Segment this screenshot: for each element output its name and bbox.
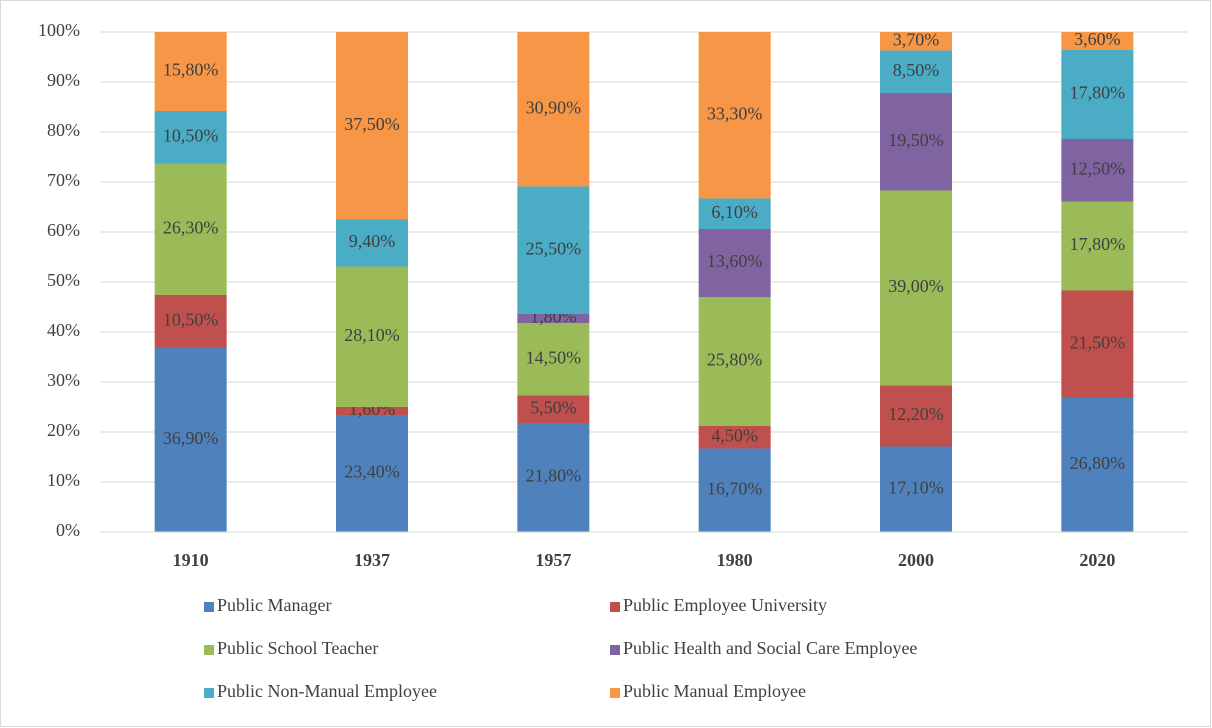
data-label: 39,00%: [888, 276, 944, 296]
data-label: 30,90%: [526, 97, 582, 117]
legend-swatch: [204, 688, 214, 698]
bar-segment: [880, 385, 952, 447]
x-tick-label: 2020: [1079, 550, 1115, 570]
bar-segment: [517, 423, 590, 532]
data-label: 37,50%: [344, 114, 400, 134]
data-label: 26,30%: [163, 217, 219, 237]
data-label: 19,50%: [888, 130, 944, 150]
data-label: 4,50%: [711, 425, 758, 445]
bar-segment: [336, 266, 408, 407]
bar-segment: [154, 111, 227, 164]
bar-segment: [698, 426, 771, 449]
data-label: 17,80%: [1070, 234, 1126, 254]
bar-segment: [336, 415, 408, 532]
legend-label: Public Employee University: [623, 595, 827, 615]
bar-segment: [880, 50, 952, 93]
data-label: 36,90%: [163, 428, 219, 448]
legend-label: Public School Teacher: [217, 638, 378, 658]
data-label: 8,50%: [893, 60, 940, 80]
bar-segment: [698, 198, 771, 229]
bar-segment: [1061, 290, 1134, 398]
legend-label: Public Non-Manual Employee: [217, 681, 437, 701]
data-label: 33,30%: [707, 103, 763, 123]
bar-segment: [517, 323, 590, 396]
data-label: 12,20%: [888, 404, 944, 424]
data-label: 14,50%: [526, 347, 582, 367]
data-label: 23,40%: [344, 462, 400, 482]
y-tick-label: 40%: [47, 320, 80, 340]
bar-segment: [517, 32, 590, 187]
bar-segment: [880, 446, 952, 532]
bar-segment: [517, 186, 590, 314]
data-label: 10,50%: [163, 125, 219, 145]
y-tick-label: 0%: [56, 520, 80, 540]
data-label: 15,80%: [163, 60, 219, 80]
y-tick-label: 60%: [47, 220, 80, 240]
data-label: 16,70%: [707, 478, 763, 498]
x-tick-label: 1910: [173, 550, 209, 570]
data-label: 17,80%: [1070, 83, 1126, 103]
bar-segment: [154, 347, 227, 532]
x-tick-label: 2000: [898, 550, 934, 570]
legend-swatch: [610, 645, 620, 655]
bar-segment: [1061, 398, 1134, 532]
legend-label: Public Health and Social Care Employee: [623, 638, 917, 658]
data-label: 21,50%: [1070, 332, 1126, 352]
data-label: 25,80%: [707, 350, 763, 370]
y-tick-label: 50%: [47, 270, 80, 290]
y-tick-label: 20%: [47, 420, 80, 440]
legend-swatch: [610, 602, 620, 612]
y-tick-label: 10%: [47, 470, 80, 490]
bar-segment: [1061, 32, 1134, 50]
data-label: 9,40%: [349, 231, 396, 251]
data-label: 17,10%: [888, 477, 944, 497]
bar-segment: [154, 295, 227, 348]
bar-segment: [698, 297, 771, 426]
bar-segment: [517, 314, 590, 323]
bar-segment: [880, 93, 952, 191]
bar-segment: [154, 163, 227, 295]
bar-segment: [698, 229, 771, 297]
bar-segment: [336, 407, 408, 415]
legend-swatch: [204, 602, 214, 612]
bar-segment: [1061, 139, 1134, 202]
bar-segment: [154, 32, 227, 111]
data-label: 12,50%: [1070, 158, 1126, 178]
legend-swatch: [204, 645, 214, 655]
data-label: 13,60%: [707, 251, 763, 271]
y-tick-label: 80%: [47, 120, 80, 140]
bar-segment: [517, 395, 590, 423]
x-tick-label: 1980: [717, 550, 753, 570]
data-label: 6,10%: [711, 202, 758, 222]
y-tick-label: 100%: [38, 20, 80, 40]
legend-swatch: [610, 688, 620, 698]
legend-label: Public Manager: [217, 595, 331, 615]
y-tick-label: 90%: [47, 70, 80, 90]
data-label: 25,50%: [526, 238, 582, 258]
data-label: 3,70%: [893, 29, 940, 49]
bar-segment: [336, 32, 408, 220]
data-label: 5,50%: [530, 397, 577, 417]
y-tick-label: 30%: [47, 370, 80, 390]
data-label: 21,80%: [526, 466, 582, 486]
x-tick-label: 1937: [354, 550, 390, 570]
legend-label: Public Manual Employee: [623, 681, 806, 701]
bar-segment: [698, 448, 771, 532]
data-label: 10,50%: [163, 309, 219, 329]
x-tick-label: 1957: [535, 550, 571, 570]
data-label: 3,60%: [1074, 29, 1121, 49]
bar-segment: [880, 190, 952, 386]
bar-segment: [336, 219, 408, 267]
data-label: 28,10%: [344, 325, 400, 345]
bar-segment: [1061, 201, 1134, 291]
bar-segment: [1061, 50, 1134, 139]
bar-segment: [698, 32, 771, 199]
bar-segment: [880, 32, 952, 51]
data-label: 26,80%: [1070, 453, 1126, 473]
y-tick-label: 70%: [47, 170, 80, 190]
